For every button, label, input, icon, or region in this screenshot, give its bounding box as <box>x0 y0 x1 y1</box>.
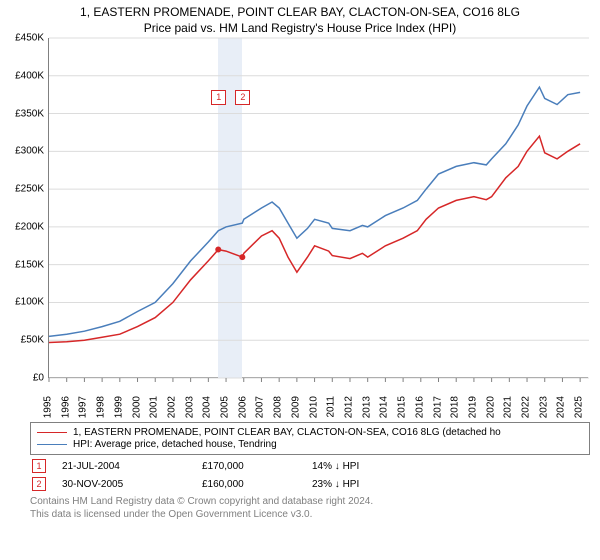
footer: Contains HM Land Registry data © Crown c… <box>30 495 590 521</box>
y-tick-label: £0 <box>33 373 44 384</box>
x-tick-label: 1995 <box>43 396 54 418</box>
x-tick-label: 1999 <box>113 396 124 418</box>
x-axis: 1995199619971998199920002001200220032004… <box>48 378 588 418</box>
legend-item-hpi: HPI: Average price, detached house, Tend… <box>37 439 583 450</box>
legend-label-hpi: HPI: Average price, detached house, Tend… <box>73 439 277 450</box>
x-tick-label: 2022 <box>521 396 532 418</box>
event-price: £160,000 <box>202 479 312 490</box>
y-tick-label: £50K <box>21 335 44 346</box>
event-price: £170,000 <box>202 461 312 472</box>
legend-swatch-property <box>37 432 67 433</box>
legend-label-property: 1, EASTERN PROMENADE, POINT CLEAR BAY, C… <box>73 427 501 438</box>
x-tick-label: 2018 <box>450 396 461 418</box>
x-tick-label: 2000 <box>131 396 142 418</box>
y-tick-label: £150K <box>15 259 44 270</box>
x-tick-label: 2012 <box>343 396 354 418</box>
x-tick-label: 2019 <box>467 396 478 418</box>
x-tick-label: 2001 <box>149 396 160 418</box>
title-primary: 1, EASTERN PROMENADE, POINT CLEAR BAY, C… <box>0 4 600 20</box>
x-tick-label: 2004 <box>202 396 213 418</box>
footer-line-1: Contains HM Land Registry data © Crown c… <box>30 495 590 508</box>
event-marker: 1 <box>32 459 46 473</box>
x-tick-label: 2007 <box>255 396 266 418</box>
plot-area: 12 <box>48 38 588 378</box>
x-tick-label: 2003 <box>184 396 195 418</box>
y-tick-label: £300K <box>15 146 44 157</box>
event-pct: 23% ↓ HPI <box>312 479 359 490</box>
x-tick-label: 2021 <box>503 396 514 418</box>
footer-line-2: This data is licensed under the Open Gov… <box>30 508 590 521</box>
chart-marker-2: 2 <box>235 90 250 105</box>
x-tick-label: 2009 <box>290 396 301 418</box>
y-tick-label: £350K <box>15 108 44 119</box>
x-tick-label: 2023 <box>538 396 549 418</box>
x-tick-label: 2011 <box>326 396 337 418</box>
event-list: 1 21-JUL-2004£170,00014% ↓ HPI 2 30-NOV-200… <box>30 459 590 491</box>
legend: 1, EASTERN PROMENADE, POINT CLEAR BAY, C… <box>30 422 590 455</box>
event-row: 2 30-NOV-2005£160,00023% ↓ HPI <box>30 477 590 491</box>
chart-marker-1: 1 <box>211 90 226 105</box>
chart: £0 £50K £100K £150K £200K £250K £300K £350K £400… <box>0 38 600 418</box>
x-tick-label: 2025 <box>574 396 585 418</box>
below-chart: 1, EASTERN PROMENADE, POINT CLEAR BAY, C… <box>30 420 590 521</box>
event-marker: 2 <box>32 477 46 491</box>
x-tick-label: 1996 <box>60 396 71 418</box>
x-tick-label: 2002 <box>166 396 177 418</box>
event-row: 1 21-JUL-2004£170,00014% ↓ HPI <box>30 459 590 473</box>
x-tick-label: 2024 <box>556 396 567 418</box>
y-axis: £0£50K£100K£150K£200K£250K£300K£350K£400… <box>0 38 48 378</box>
legend-swatch-hpi <box>37 444 67 445</box>
event-date: 30-NOV-2005 <box>62 479 202 490</box>
x-tick-label: 2016 <box>414 396 425 418</box>
event-date: 21-JUL-2004 <box>62 461 202 472</box>
plot-svg <box>49 38 589 378</box>
x-tick-label: 2017 <box>432 396 443 418</box>
y-tick-label: £250K <box>15 184 44 195</box>
event-pct: 14% ↓ HPI <box>312 461 359 472</box>
x-tick-label: 2020 <box>485 396 496 418</box>
titles: 1, EASTERN PROMENADE, POINT CLEAR BAY, C… <box>0 0 600 36</box>
y-tick-label: £100K <box>15 297 44 308</box>
y-tick-label: £400K <box>15 70 44 81</box>
x-tick-label: 2006 <box>237 396 248 418</box>
x-tick-label: 1998 <box>96 396 107 418</box>
chart-container: 1, EASTERN PROMENADE, POINT CLEAR BAY, C… <box>0 0 600 560</box>
x-tick-label: 2005 <box>220 396 231 418</box>
y-tick-label: £450K <box>15 33 44 44</box>
legend-item-property: 1, EASTERN PROMENADE, POINT CLEAR BAY, C… <box>37 427 583 438</box>
x-tick-label: 2014 <box>379 396 390 418</box>
x-tick-label: 2015 <box>397 396 408 418</box>
x-tick-label: 2013 <box>361 396 372 418</box>
title-secondary: Price paid vs. HM Land Registry's House … <box>0 20 600 36</box>
x-tick-label: 1997 <box>78 396 89 418</box>
x-tick-label: 2008 <box>273 396 284 418</box>
x-tick-label: 2010 <box>308 396 319 418</box>
y-tick-label: £200K <box>15 221 44 232</box>
